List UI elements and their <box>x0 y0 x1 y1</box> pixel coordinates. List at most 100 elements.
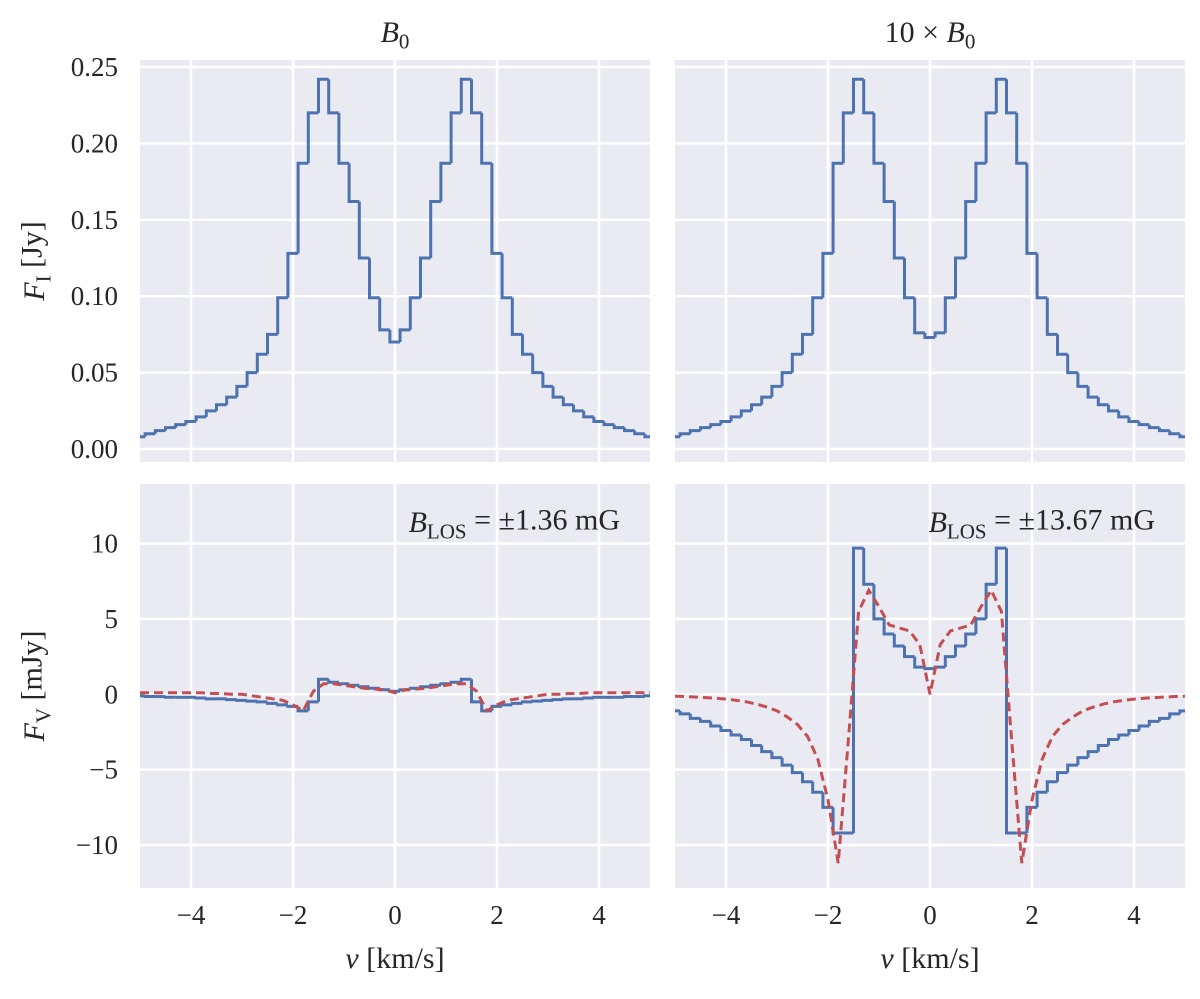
y-axis-label-part: [mJy] <box>15 631 48 709</box>
step <box>337 112 350 165</box>
step <box>811 296 823 335</box>
annotation: BLOS = ±1.36 mG <box>409 503 620 543</box>
x-axis-label-part: [km/s] <box>894 942 980 975</box>
step <box>164 695 176 699</box>
plot-area <box>140 677 650 713</box>
y-tick-label: 0.00 <box>71 434 118 464</box>
step <box>1086 386 1099 399</box>
step <box>286 251 299 298</box>
annotation-part: = ±1.36 mG <box>467 503 620 536</box>
x-tick-label: 4 <box>592 900 606 930</box>
step <box>1096 744 1109 752</box>
x-tick-label: 0 <box>388 900 402 930</box>
step <box>266 332 278 355</box>
step <box>245 699 258 703</box>
x-tick-label: −2 <box>814 900 843 930</box>
step <box>1117 733 1129 740</box>
line <box>140 682 650 713</box>
y-tick-label: 10 <box>91 529 118 559</box>
y-tick-label: 0.15 <box>71 205 118 235</box>
x-axis-label-part: [km/s] <box>359 942 445 975</box>
step <box>633 430 645 436</box>
step <box>500 253 513 300</box>
step <box>780 757 793 767</box>
step <box>913 656 925 669</box>
step <box>276 296 288 335</box>
annotation-part: B <box>929 506 947 539</box>
step <box>719 420 732 425</box>
y-tick-label: −10 <box>76 830 118 860</box>
step <box>831 161 844 254</box>
step <box>500 703 513 707</box>
step <box>811 781 823 794</box>
y-tick-label: 5 <box>105 604 119 634</box>
annotation: BLOS = ±13.67 mG <box>929 503 1155 543</box>
x-tick-label: −2 <box>279 900 308 930</box>
step <box>790 765 803 775</box>
step <box>306 111 319 164</box>
step <box>470 79 482 115</box>
x-tick-label: 0 <box>923 900 937 930</box>
step <box>357 201 370 260</box>
annotation-part: = ±13.67 mG <box>987 503 1155 536</box>
step <box>531 699 543 703</box>
step <box>892 633 905 648</box>
x-axis-label: v [km/s] <box>880 942 979 975</box>
step <box>709 721 721 728</box>
step <box>1127 416 1140 424</box>
x-tick-label: −4 <box>177 900 206 930</box>
step <box>709 423 721 428</box>
plot-area <box>675 77 1185 439</box>
step <box>459 77 472 113</box>
step <box>561 397 574 407</box>
step <box>923 332 936 339</box>
step <box>954 256 966 298</box>
step <box>719 725 732 732</box>
step <box>1127 728 1140 735</box>
step <box>612 424 625 430</box>
step <box>510 701 523 705</box>
step <box>143 432 156 437</box>
step <box>872 112 885 165</box>
step <box>923 667 936 671</box>
step <box>1056 771 1068 782</box>
step <box>266 701 278 705</box>
step <box>913 297 925 335</box>
step <box>892 201 905 260</box>
y-axis-label-part: F <box>18 282 51 302</box>
step <box>582 410 594 419</box>
step <box>903 646 915 659</box>
step <box>327 79 339 115</box>
step <box>1045 297 1058 336</box>
step <box>582 696 594 700</box>
chart-title-part: B <box>381 16 399 49</box>
step <box>1107 404 1119 413</box>
step <box>1035 253 1048 300</box>
step <box>699 426 711 431</box>
step <box>449 111 462 164</box>
y-axis-label-part: I <box>31 275 55 282</box>
step <box>398 328 411 343</box>
x-tick-label: 2 <box>490 900 504 930</box>
step <box>551 698 564 702</box>
chart-title-part: B <box>947 16 965 49</box>
step <box>688 713 701 720</box>
plot-area <box>140 77 650 439</box>
step <box>801 772 813 784</box>
step <box>780 371 793 387</box>
step <box>643 433 650 439</box>
step <box>1178 709 1185 714</box>
step <box>388 329 401 344</box>
step <box>1056 334 1068 356</box>
step <box>801 332 813 355</box>
step <box>750 739 762 748</box>
step <box>184 420 197 425</box>
step <box>1168 430 1180 436</box>
annotation-part: LOS <box>427 519 467 543</box>
step <box>1158 716 1170 722</box>
step <box>984 111 997 164</box>
step <box>739 734 752 742</box>
step <box>862 548 874 586</box>
step <box>1086 750 1099 758</box>
step <box>699 718 711 723</box>
